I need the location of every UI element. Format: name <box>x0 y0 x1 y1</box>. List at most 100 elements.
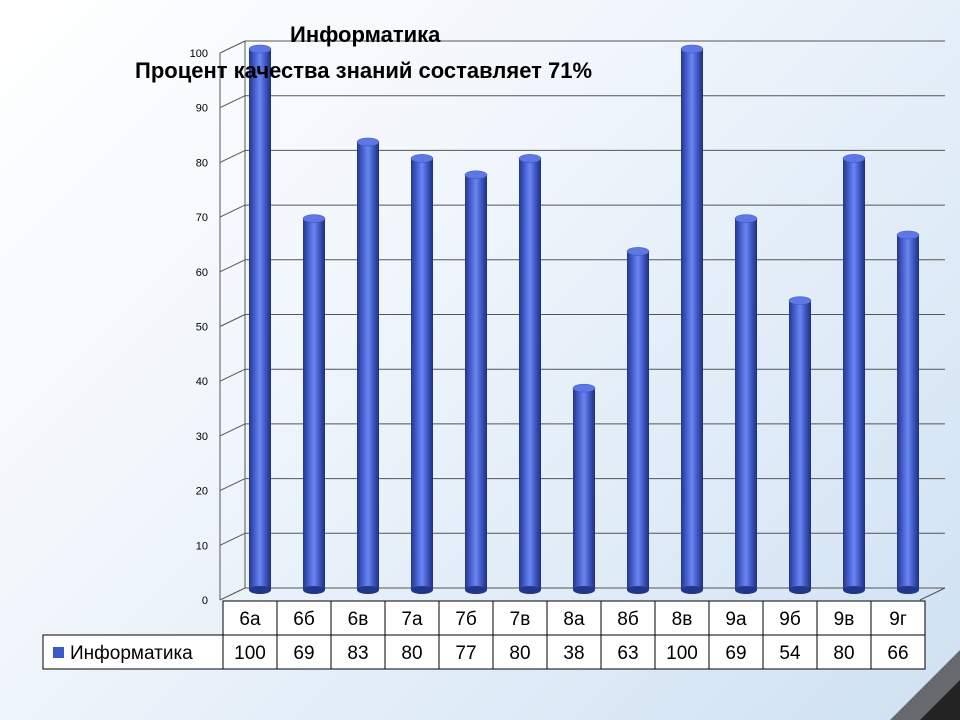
bar <box>356 137 380 594</box>
data-label: 63 <box>617 643 638 664</box>
y-axis: 0 10 20 30 40 50 60 70 80 90 100 <box>190 41 946 607</box>
bar-body <box>789 300 811 590</box>
data-label: 80 <box>509 643 530 664</box>
bar-top <box>572 383 596 393</box>
data-label: 100 <box>234 643 266 664</box>
bar-top <box>626 247 650 256</box>
y-tick-label: 60 <box>196 267 208 279</box>
data-label: 100 <box>666 643 698 664</box>
x-tick-label: 6б <box>293 609 315 630</box>
y-tick-label: 100 <box>190 48 208 60</box>
data-label: 83 <box>347 643 368 664</box>
x-tick-label: 9в <box>834 609 855 630</box>
bar-body <box>465 174 487 590</box>
bar-body <box>249 49 271 590</box>
x-tick-label: 7в <box>510 609 531 630</box>
bar-top <box>680 44 704 54</box>
y-tick-label: 20 <box>196 486 208 498</box>
bars <box>248 44 920 594</box>
data-label: 69 <box>725 643 746 664</box>
bar-base <box>735 586 757 594</box>
bar-base <box>465 586 487 594</box>
bar <box>734 214 758 594</box>
bar-top <box>842 154 866 163</box>
data-table: 6а 100 6б 69 6в 83 7а 80 7б 77 7в 80 8а 38 8б 63 8в 100 9а… <box>42 600 926 670</box>
table-values-row <box>42 634 926 670</box>
x-tick-label: 8в <box>672 609 693 630</box>
bar-top <box>248 44 272 54</box>
x-tick-label: 7б <box>455 609 477 630</box>
bar-body <box>843 158 865 590</box>
bar <box>518 154 542 594</box>
y-tick-label: 80 <box>196 157 208 169</box>
x-tick-label: 8б <box>617 609 639 630</box>
bar <box>842 154 866 594</box>
gridline-side <box>219 314 246 327</box>
x-tick-label: 9б <box>779 609 801 630</box>
y-tick-label: 50 <box>196 322 208 334</box>
chart-subtitle: Процент качества знаний составляет 71% <box>135 58 593 83</box>
bar-body <box>411 158 433 590</box>
corner-decoration-dark <box>920 680 960 720</box>
x-tick-label: 8а <box>563 609 585 630</box>
bar <box>572 383 596 594</box>
bar-top <box>464 170 488 180</box>
gridline-side <box>219 149 246 163</box>
bar-body <box>681 49 703 590</box>
bar-top <box>788 296 812 305</box>
y-tick-label: 30 <box>196 431 208 443</box>
bar-base <box>411 586 433 594</box>
bar-body <box>573 388 595 590</box>
y-tick-label: 0 <box>202 595 208 607</box>
bar-body <box>627 251 649 590</box>
x-tick-label: 6а <box>239 609 261 630</box>
bar <box>896 230 920 594</box>
bar <box>626 247 650 594</box>
y-tick-label: 70 <box>196 212 208 224</box>
bar-body <box>303 218 325 590</box>
gridline-side <box>219 204 246 218</box>
gridline-side <box>219 587 246 601</box>
y-tick-label: 90 <box>196 103 208 115</box>
bar-base <box>249 586 271 594</box>
bar-body <box>357 141 379 591</box>
bar-top <box>518 154 542 163</box>
gridline-side <box>219 368 246 382</box>
legend-swatch <box>53 647 64 658</box>
data-label: 54 <box>779 643 801 664</box>
bar <box>464 170 488 594</box>
bar <box>248 44 272 594</box>
bar-base <box>573 586 595 594</box>
y-tick-label: 10 <box>196 540 208 552</box>
bar-top <box>356 137 380 147</box>
bar-base <box>789 586 811 594</box>
gridline-side <box>219 95 246 109</box>
x-tick-label: 9г <box>889 609 907 630</box>
gridline-side <box>219 259 246 273</box>
bar-base <box>843 586 865 594</box>
bar-top <box>734 214 758 223</box>
bar <box>302 214 326 594</box>
bar-body <box>897 234 919 591</box>
gridline-side <box>219 40 246 54</box>
bar-base <box>627 586 649 594</box>
bar-base <box>681 586 703 594</box>
x-tick-label: 7а <box>401 609 423 630</box>
bar-body <box>519 158 541 590</box>
data-label: 80 <box>401 643 422 664</box>
gridline-side <box>219 423 246 437</box>
bar <box>788 296 812 594</box>
data-label: 80 <box>833 643 854 664</box>
gridline-side <box>219 532 246 546</box>
bar-base <box>897 586 919 594</box>
chart-title: Информатика <box>290 22 441 47</box>
x-tick-label: 6в <box>348 609 369 630</box>
bar-base <box>303 586 325 594</box>
x-tick-label: 9а <box>725 609 747 630</box>
data-label: 77 <box>455 643 476 664</box>
bar <box>680 44 704 594</box>
bar-top <box>896 230 920 240</box>
y-tick-label: 40 <box>196 376 208 388</box>
bar-body <box>735 218 757 590</box>
